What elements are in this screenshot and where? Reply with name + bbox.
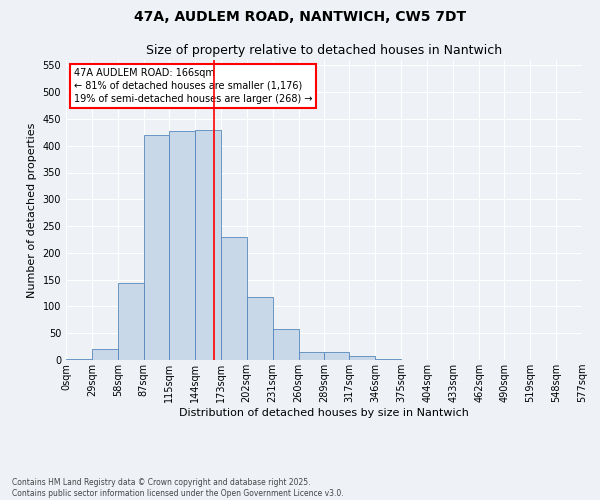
Bar bbox=[272, 329, 299, 360]
Bar bbox=[349, 356, 376, 360]
Text: Contains HM Land Registry data © Crown copyright and database right 2025.
Contai: Contains HM Land Registry data © Crown c… bbox=[12, 478, 344, 498]
Bar bbox=[325, 352, 349, 360]
Bar bbox=[144, 135, 169, 360]
Bar bbox=[169, 130, 195, 360]
Bar bbox=[247, 297, 272, 360]
X-axis label: Distribution of detached houses by size in Nantwich: Distribution of detached houses by size … bbox=[179, 408, 469, 418]
Title: Size of property relative to detached houses in Nantwich: Size of property relative to detached ho… bbox=[146, 44, 502, 58]
Text: 47A, AUDLEM ROAD, NANTWICH, CW5 7DT: 47A, AUDLEM ROAD, NANTWICH, CW5 7DT bbox=[134, 10, 466, 24]
Y-axis label: Number of detached properties: Number of detached properties bbox=[27, 122, 37, 298]
Bar bbox=[118, 284, 144, 360]
Bar bbox=[221, 237, 247, 360]
Bar bbox=[66, 359, 92, 360]
Bar bbox=[92, 350, 118, 360]
Text: 47A AUDLEM ROAD: 166sqm
← 81% of detached houses are smaller (1,176)
19% of semi: 47A AUDLEM ROAD: 166sqm ← 81% of detache… bbox=[74, 68, 312, 104]
Bar bbox=[195, 130, 221, 360]
Bar bbox=[376, 359, 401, 360]
Bar bbox=[299, 352, 325, 360]
